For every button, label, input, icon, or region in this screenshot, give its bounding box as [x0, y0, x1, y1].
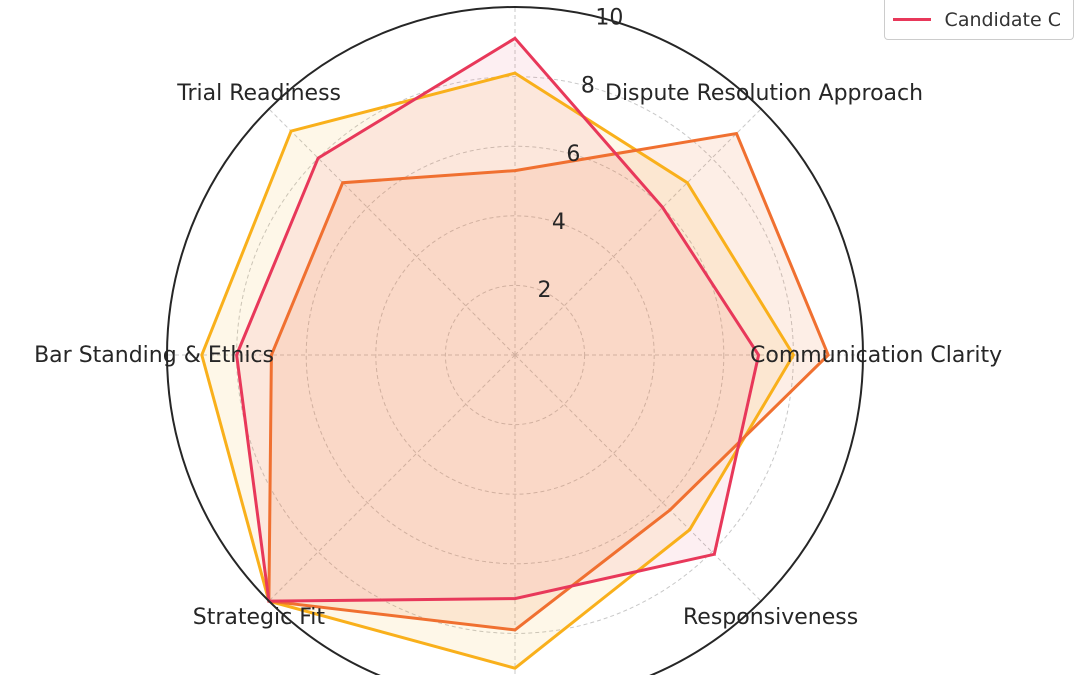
- series-fill-candidate-b: [268, 133, 829, 630]
- grid-ring-6: [305, 145, 725, 565]
- grid-ring-4: [375, 215, 655, 495]
- radial-tick-label: 4: [552, 210, 566, 235]
- series-line-candidate-b: [267, 131, 830, 632]
- radar-labels: 2 4 6 8 10 Dispute Resolution Approach Communi…: [34, 6, 1002, 630]
- axis-label-4: Strategic Fit: [193, 605, 326, 630]
- axis-label-6: Trial Readiness: [176, 81, 341, 106]
- legend-swatch-candidate-c: [892, 18, 931, 21]
- series-line-candidate-c: [235, 36, 761, 603]
- grid-spoke-7: [268, 108, 516, 356]
- radial-tick-label: 2: [538, 278, 552, 303]
- grid-spoke-3: [514, 354, 762, 602]
- radial-tick-label: 8: [581, 74, 595, 99]
- series-fill-candidate-c: [236, 38, 759, 602]
- axis-label-2: Responsiveness: [683, 605, 858, 630]
- grid-spoke-5: [268, 354, 516, 602]
- legend-label-candidate-c: Candidate C: [944, 8, 1061, 31]
- legend: Candidate C: [883, 0, 1074, 40]
- axis-label-5: Bar Standing & Ethics: [34, 343, 274, 368]
- grid-spoke-1: [514, 108, 762, 356]
- series-line-candidate-a: [200, 71, 796, 670]
- radial-tick-label: 6: [566, 142, 580, 167]
- axis-label-0: Dispute Resolution Approach: [605, 81, 923, 106]
- axis-label-1: Communication Clarity: [750, 343, 1002, 368]
- grid-ring-2: [444, 284, 586, 426]
- outer-frame: [166, 6, 864, 675]
- radial-tick-label: 10: [595, 6, 623, 31]
- radar-series: [166, 6, 864, 675]
- series-fill-candidate-a: [201, 73, 794, 669]
